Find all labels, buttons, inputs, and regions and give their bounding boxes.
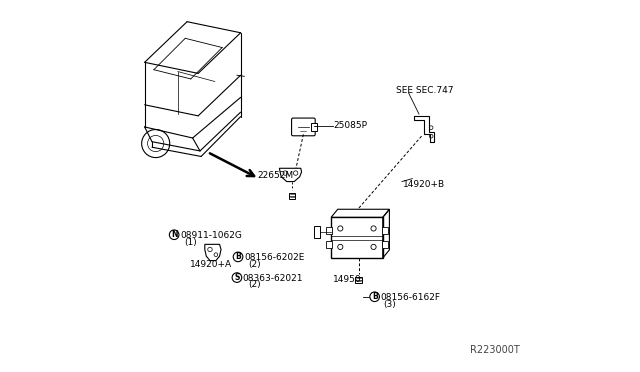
Text: 14920+A: 14920+A bbox=[190, 260, 232, 269]
Text: R223000T: R223000T bbox=[470, 345, 519, 355]
Text: B: B bbox=[372, 292, 378, 301]
Bar bbox=[326, 241, 332, 248]
Text: 14920+B: 14920+B bbox=[403, 180, 445, 189]
Text: (2): (2) bbox=[248, 280, 261, 289]
Text: S: S bbox=[234, 273, 239, 282]
Text: (2): (2) bbox=[248, 260, 261, 269]
Bar bbox=[289, 193, 295, 199]
Bar bbox=[381, 227, 388, 234]
Bar bbox=[326, 227, 332, 234]
Circle shape bbox=[232, 273, 242, 282]
Text: 08156-6162F: 08156-6162F bbox=[380, 293, 440, 302]
Text: (3): (3) bbox=[383, 300, 396, 309]
Circle shape bbox=[370, 292, 380, 302]
Bar bbox=[381, 241, 388, 248]
Circle shape bbox=[170, 230, 179, 240]
Circle shape bbox=[233, 252, 243, 262]
Bar bbox=[311, 123, 317, 131]
Text: 08911-1062G: 08911-1062G bbox=[180, 231, 242, 240]
Text: 08363-62021: 08363-62021 bbox=[243, 274, 303, 283]
Text: (1): (1) bbox=[184, 238, 197, 247]
Bar bbox=[355, 277, 362, 283]
FancyBboxPatch shape bbox=[292, 118, 316, 136]
Text: SEE SEC.747: SEE SEC.747 bbox=[396, 86, 453, 94]
Text: 14950: 14950 bbox=[333, 275, 362, 283]
Text: 25085P: 25085P bbox=[333, 121, 367, 130]
Text: B: B bbox=[235, 252, 241, 262]
Text: 08156-6202E: 08156-6202E bbox=[244, 253, 304, 262]
Text: 22652M: 22652M bbox=[257, 171, 293, 180]
Bar bbox=[331, 217, 383, 258]
Text: N: N bbox=[171, 230, 177, 239]
Bar bbox=[314, 226, 320, 238]
